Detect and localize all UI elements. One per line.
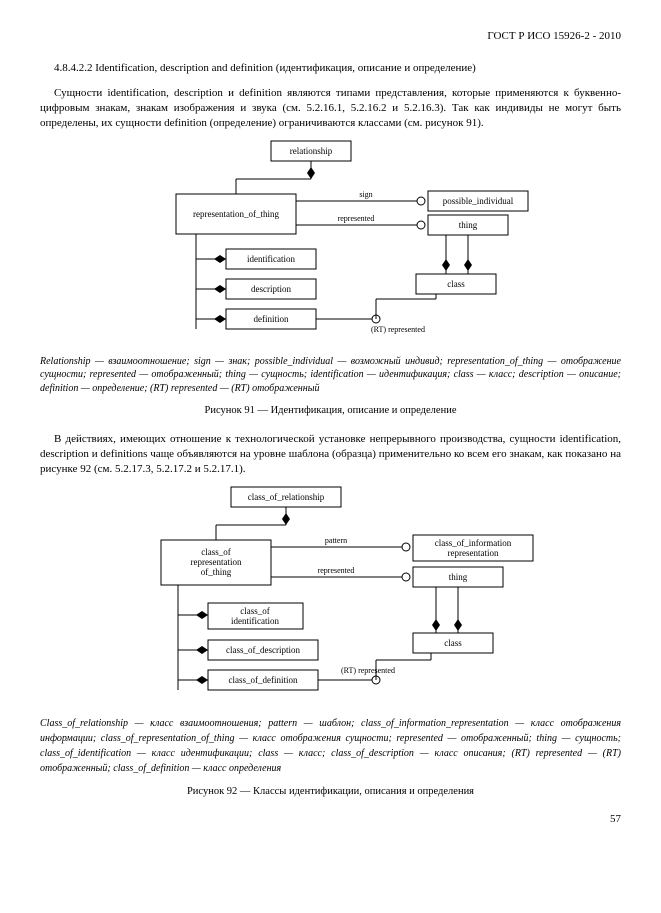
label-coi-1: class_of xyxy=(240,606,270,616)
diagram-92: class_of_relationship class_of represent… xyxy=(106,485,556,710)
label-cort-3: of_thing xyxy=(200,567,231,577)
label-thing-2: thing xyxy=(448,572,467,582)
diagram-91: relationship representation_of_thing sig… xyxy=(116,139,546,349)
label-identification: identification xyxy=(247,254,295,264)
label-description: description xyxy=(251,284,291,294)
label-coi-2: identification xyxy=(231,616,279,626)
label-cort-2: representation xyxy=(190,557,241,567)
glossary-2: Class_of_relationship — класс взаимоотно… xyxy=(40,716,621,776)
label-class-2: class xyxy=(444,638,462,648)
label-class: class xyxy=(447,279,465,289)
page: ГОСТ Р ИСО 15926-2 - 2010 4.8.4.2.2 Iden… xyxy=(0,0,661,845)
label-coir-1: class_of_information xyxy=(434,538,511,548)
label-cod: class_of_description xyxy=(226,645,300,655)
label-codf: class_of_definition xyxy=(228,675,297,685)
label-sign: sign xyxy=(359,190,372,199)
label-class-of-relationship: class_of_relationship xyxy=(247,492,324,502)
label-cort-1: class_of xyxy=(201,547,231,557)
label-relationship: relationship xyxy=(289,146,332,156)
caption-92: Рисунок 92 — Классы идентификации, описа… xyxy=(40,786,621,797)
label-pattern: pattern xyxy=(324,536,346,545)
label-rt-represented-2: (RT) represented xyxy=(341,666,395,675)
label-definition: definition xyxy=(253,314,288,324)
page-number: 57 xyxy=(40,813,621,825)
paragraph-2: В действиях, имеющих отношение к техноло… xyxy=(40,432,621,477)
label-represented-2: represented xyxy=(317,566,354,575)
label-representation-of-thing: representation_of_thing xyxy=(193,209,279,219)
label-coir-2: representation xyxy=(447,548,498,558)
caption-91: Рисунок 91 — Идентификация, описание и о… xyxy=(40,405,621,416)
section-title: 4.8.4.2.2 Identification, description an… xyxy=(40,62,621,74)
paragraph-1: Сущности identification, description и d… xyxy=(40,86,621,131)
glossary-1: Relationship — взаимоотношение; sign — з… xyxy=(40,355,621,396)
label-represented: represented xyxy=(337,214,374,223)
label-rt-represented: (RT) represented xyxy=(371,325,425,334)
document-header: ГОСТ Р ИСО 15926-2 - 2010 xyxy=(40,30,621,42)
label-thing: thing xyxy=(458,220,477,230)
label-possible-individual: possible_individual xyxy=(442,196,513,206)
